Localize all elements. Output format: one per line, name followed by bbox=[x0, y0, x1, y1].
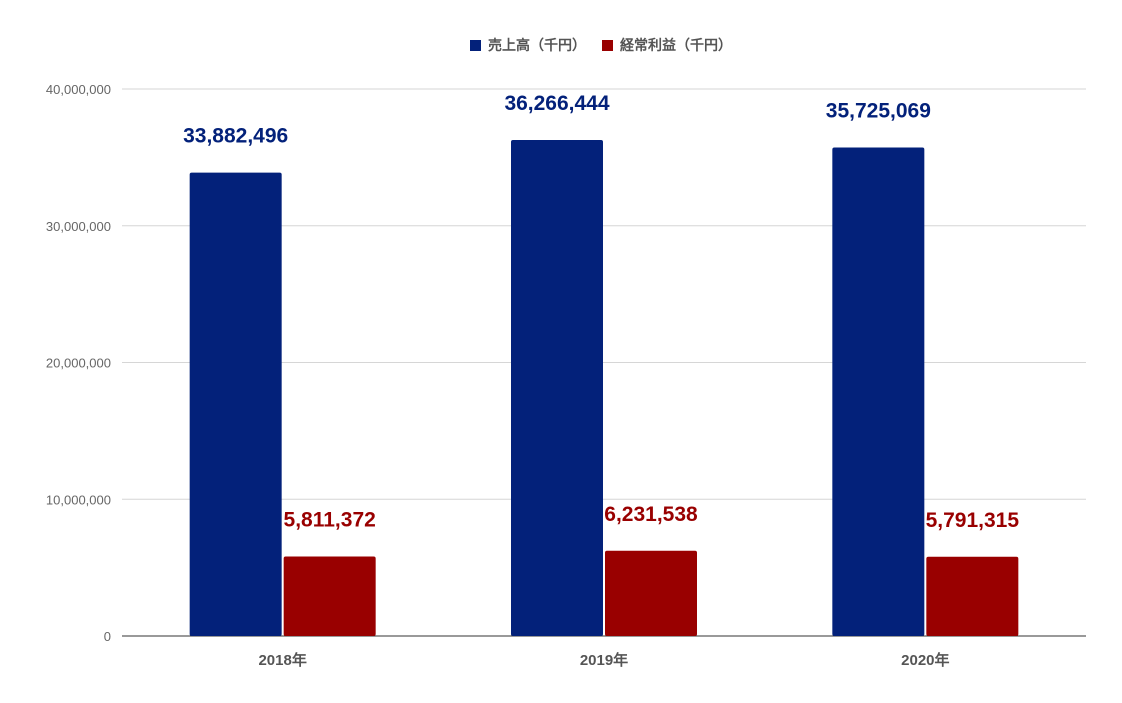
x-tick-label: 2019年 bbox=[580, 651, 628, 669]
bar-ordinary-profit bbox=[283, 556, 376, 636]
bar-sales bbox=[832, 147, 925, 636]
legend-item-sales[interactable]: 売上高（千円） bbox=[470, 35, 586, 55]
data-label-sales: 36,266,444 bbox=[504, 92, 609, 115]
y-tick-label: 20,000,000 bbox=[46, 356, 111, 371]
data-label-sales: 35,725,069 bbox=[826, 99, 931, 122]
y-tick-label: 30,000,000 bbox=[46, 219, 111, 234]
legend-label-ordinary-profit: 経常利益（千円） bbox=[620, 37, 732, 53]
bar-ordinary-profit bbox=[926, 556, 1019, 636]
legend-item-ordinary-profit[interactable]: 経常利益（千円） bbox=[602, 35, 732, 55]
y-tick-label: 40,000,000 bbox=[46, 82, 111, 97]
data-label-ordinary-profit: 5,791,315 bbox=[926, 509, 1020, 532]
data-label-sales: 33,882,496 bbox=[183, 125, 288, 148]
data-label-ordinary-profit: 6,231,538 bbox=[604, 503, 698, 526]
legend-swatch-sales bbox=[470, 39, 481, 51]
bar-sales bbox=[511, 140, 603, 636]
data-label-ordinary-profit: 5,811,372 bbox=[284, 509, 376, 532]
y-tick-label: 10,000,000 bbox=[46, 492, 111, 507]
x-tick-label: 2018年 bbox=[258, 651, 306, 669]
y-tick-label: 0 bbox=[104, 629, 111, 644]
bar-sales bbox=[189, 172, 282, 636]
chart-legend: 売上高（千円） 経常利益（千円） bbox=[0, 34, 1122, 56]
bar-ordinary-profit bbox=[605, 550, 697, 636]
x-tick-label: 2020年 bbox=[901, 651, 949, 669]
legend-swatch-ordinary-profit bbox=[602, 39, 613, 51]
legend-label-sales: 売上高（千円） bbox=[488, 37, 586, 53]
